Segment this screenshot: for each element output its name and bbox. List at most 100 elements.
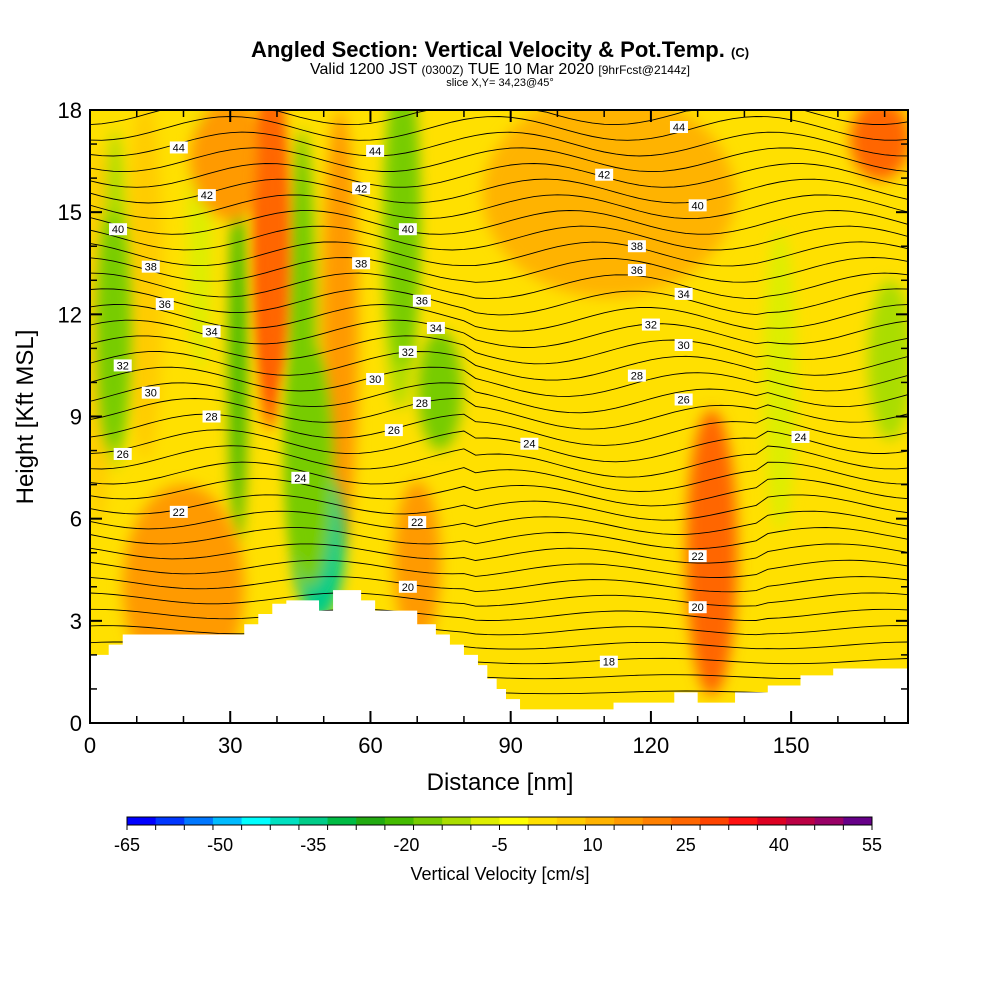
colorbar-swatch <box>556 817 586 825</box>
isentrope-label-box <box>202 410 221 423</box>
isentrope-labels: 44 42 40 38 36 34 32 30 28 26 22 24 44 42 40 38 36 34 32 30… <box>109 121 810 669</box>
isentrope-label: 38 <box>352 257 371 270</box>
colorbar-swatch <box>241 817 271 825</box>
colorbar-swatch <box>212 817 243 825</box>
isentrope-label: 18 <box>599 655 618 669</box>
valid-time-line: Valid 1200 JST (0300Z) TUE 10 Mar 2020 [… <box>0 61 1000 79</box>
isentrope-label: 44 <box>366 144 385 158</box>
isentrope-label: 42 <box>595 168 614 182</box>
isentrope-label-box <box>352 257 371 270</box>
isentrope-label: 32 <box>398 345 417 359</box>
isentrope-label-text: 36 <box>631 265 643 277</box>
velocity-feature-2 <box>255 110 289 383</box>
colorbar-swatch <box>614 817 644 825</box>
isentrope-label-text: 42 <box>201 190 213 202</box>
isentrope-line <box>90 559 908 578</box>
colorbar-swatch <box>528 817 558 825</box>
isentrope-line <box>90 382 908 414</box>
isentrope-label-box <box>791 430 810 443</box>
isentrope-line <box>90 413 908 446</box>
isentrope-label: 28 <box>412 396 431 410</box>
chart-title: Angled Section: Vertical Velocity & Pot.… <box>0 37 1000 63</box>
isentrope-label-box <box>366 144 385 157</box>
isentrope-label: 20 <box>398 580 417 594</box>
isentrope-label-box <box>412 396 431 409</box>
isentrope-line <box>90 288 908 316</box>
velocity-feature-5 <box>386 110 420 366</box>
isentrope-label-box <box>197 189 216 202</box>
band-5 <box>418 330 462 450</box>
isentrope-label-box <box>595 168 614 181</box>
velocity-feature-9 <box>482 110 736 298</box>
colorbar-swatch <box>843 817 873 825</box>
isentrope-label-box <box>688 601 707 614</box>
isentrope-label: 32 <box>113 359 132 372</box>
isentrope-label-text: 28 <box>205 412 217 424</box>
colorbar-swatch <box>384 817 415 825</box>
isentrope-label: 34 <box>202 325 221 338</box>
isentrope-label: 34 <box>426 321 445 335</box>
isentrope-line <box>90 335 908 365</box>
y-tick-label: 6 <box>70 507 82 532</box>
isentrope-line <box>90 147 908 173</box>
isentrope-label: 42 <box>352 182 371 195</box>
isentrope-label-text: 26 <box>678 394 690 406</box>
band-updraft-1 <box>127 110 163 460</box>
isentrope-label: 40 <box>398 223 417 236</box>
isentrope-line <box>90 257 908 283</box>
isentrope-line <box>90 210 908 235</box>
colorbar-swatch <box>814 817 844 825</box>
isentrope-line <box>90 592 908 607</box>
isentrope-label-text: 22 <box>411 517 423 529</box>
band-right <box>868 280 908 440</box>
isentrope-label-box <box>520 437 539 450</box>
isentrope-label-text: 40 <box>402 224 414 236</box>
isentrope-label: 26 <box>113 447 132 461</box>
y-tick-label: 9 <box>70 405 82 430</box>
colorbar-tick-label: 10 <box>583 835 603 855</box>
colorbar-swatch <box>298 817 329 825</box>
isentrope-label-box <box>627 369 646 382</box>
isentrope-label-box <box>688 550 707 563</box>
isentrope-label-text: 22 <box>692 551 704 563</box>
isentrope-line <box>90 241 908 267</box>
isentrope-label-text: 40 <box>692 200 704 212</box>
colorbar-tick-label: -65 <box>114 835 140 855</box>
terrain <box>90 590 908 723</box>
x-tick-label: 120 <box>633 733 670 758</box>
isentrope-line <box>90 194 908 220</box>
chart-title-unit: (C) <box>731 45 750 60</box>
x-tick-label: 90 <box>498 733 522 758</box>
isentrope-label-box <box>398 223 417 236</box>
isentrope-label-box <box>155 298 174 311</box>
valid-utc: (0300Z) <box>421 63 464 77</box>
isentrope-label-box <box>384 424 403 437</box>
colorbar-swatch <box>642 817 672 825</box>
isentrope-label-text: 24 <box>523 439 535 451</box>
y-axis-label: Height [Kft MSL] <box>12 330 39 505</box>
colorbar-swatch <box>499 817 529 825</box>
isentrope-line <box>90 429 908 463</box>
isentrope-label: 32 <box>641 318 660 332</box>
isentrope-label-box <box>169 505 188 518</box>
isentrope-label: 24 <box>791 430 810 444</box>
isentrope-line <box>90 494 908 521</box>
isentrope-label-box <box>113 447 132 460</box>
isentrope-label: 30 <box>674 338 693 352</box>
isentrope-label-text: 32 <box>117 360 129 372</box>
isentrope-label-box <box>674 338 693 351</box>
band-downdraft-2 <box>229 180 247 540</box>
colorbar-swatch <box>671 817 701 825</box>
isentrope-label-text: 44 <box>369 146 381 158</box>
isentrope-line <box>90 527 908 550</box>
valid-date: TUE 10 Mar 2020 <box>467 61 594 78</box>
isentrope-label: 40 <box>688 199 707 212</box>
isentrope-label-box <box>412 294 431 307</box>
isentrope-label-text: 18 <box>603 657 615 669</box>
isentrope-label-box <box>674 393 693 406</box>
velocity-features <box>97 110 738 696</box>
isentrope-line <box>90 116 908 141</box>
y-tick-label: 3 <box>70 609 82 634</box>
isentrope-label-text: 26 <box>388 425 400 437</box>
